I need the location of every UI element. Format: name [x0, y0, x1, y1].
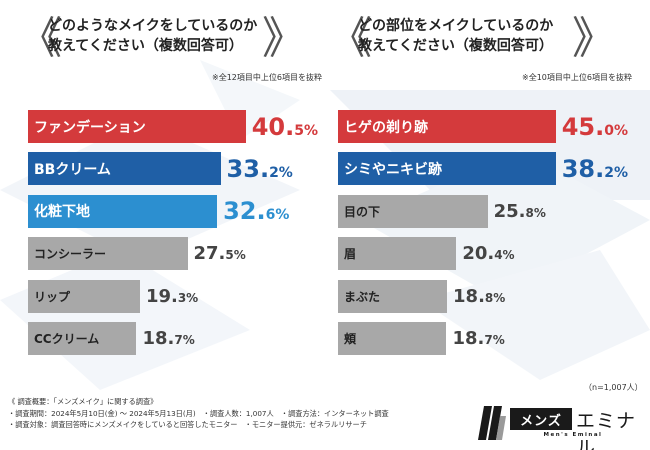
bar: コンシーラー	[28, 237, 188, 271]
bar-row: CCクリーム 18. 7%	[28, 321, 318, 355]
logo-subtitle: Men's Eminal	[543, 432, 603, 438]
bar: まぶた	[338, 279, 448, 313]
right-bracket-icon: 》	[262, 13, 306, 64]
bar-value-label: 32. 6%	[223, 197, 290, 226]
left-panel: 《 どのようなメイクをしているのか 教えてください（複数回答可） 》 ※全12項…	[18, 0, 322, 380]
survey-footer: 《 調査概要：「メンズメイク」に関する調査》 ・調査期間：2024年5月10日(…	[8, 396, 478, 431]
bar-row: 眉 20. 4%	[338, 237, 628, 271]
brand-logo: メンズ エミナル Men's Eminal	[472, 402, 642, 450]
right-bracket-icon: 》	[572, 13, 616, 64]
left-bracket-icon: 《	[328, 13, 372, 64]
footer-line: ・調査期間：2024年5月10日(金) ～ 2024年5月13日(月) ・調査人…	[8, 408, 389, 418]
bar-value-label: 33. 2%	[226, 154, 293, 183]
left-bracket-icon: 《	[18, 13, 62, 64]
bar-row: ヒゲの剃り跡 45. 0%	[338, 110, 628, 143]
note: ※全12項目中上位6項目を抜粋	[212, 73, 322, 82]
right-panel: 《 どの部位をメイクしているのか 教えてください（複数回答可） 》 ※全10項目…	[328, 0, 632, 380]
note: ※全10項目中上位6項目を抜粋	[522, 73, 632, 82]
bar-list: ファンデーション 40. 5% BBクリーム 33. 2% 化粧下地 32. 6% コンシーラー 2…	[28, 110, 318, 364]
logo-box-text: メンズ	[510, 408, 572, 430]
question-title: どのようなメイクをしているのか 教えてください（複数回答可）	[48, 18, 258, 54]
question-title: どの部位をメイクしているのか 教えてください（複数回答可）	[358, 18, 554, 54]
bar: ヒゲの剃り跡	[338, 110, 556, 143]
bar: 目の下	[338, 194, 488, 228]
bar: 化粧下地	[28, 194, 218, 228]
bar-row: コンシーラー 27. 5%	[28, 237, 318, 271]
bar-row: BBクリーム 33. 2%	[28, 152, 318, 186]
bar: BBクリーム	[28, 152, 221, 186]
bar-value-label: 18. 8%	[453, 285, 506, 307]
bar-value-label: 20. 4%	[462, 243, 515, 265]
bar: 眉	[338, 237, 457, 271]
bar-list: ヒゲの剃り跡 45. 0% シミやニキビ跡 38. 2% 目の下 25. 8% 眉 20. 4% まぶた…	[338, 110, 628, 364]
footer-line: ・調査対象：調査回答時にメンズメイクをしていると回答したモニター ・モニター提供…	[8, 420, 367, 429]
bar-row: リップ 19. 3%	[28, 279, 318, 313]
question-box: 《 どの部位をメイクしているのか 教えてください（複数回答可） 》	[328, 8, 616, 70]
logo-mark-icon	[478, 406, 506, 440]
bar-value-label: 40. 5%	[251, 112, 318, 141]
bar: シミやニキビ跡	[338, 152, 556, 186]
bar-value-label: 27. 5%	[193, 243, 246, 265]
bar-value-label: 19. 3%	[145, 285, 199, 307]
bar-row: 頬 18. 7%	[338, 321, 628, 355]
bar: ファンデーション	[28, 110, 246, 143]
bar-value-label: 18. 7%	[142, 327, 195, 349]
bar-row: ファンデーション 40. 5%	[28, 110, 318, 143]
logo-name: エミナル	[576, 410, 637, 450]
footer-line: 《 調査概要：「メンズメイク」に関する調査》	[8, 397, 158, 406]
question-box: 《 どのようなメイクをしているのか 教えてください（複数回答可） 》	[18, 8, 306, 70]
bar-value-label: 18. 7%	[452, 327, 505, 349]
bar-value-label: 38. 2%	[561, 154, 628, 183]
bar-row: 化粧下地 32. 6%	[28, 194, 318, 228]
bar: CCクリーム	[28, 321, 137, 355]
bar-value-label: 25. 8%	[493, 200, 546, 222]
sample-size: （n=1,007人）	[584, 383, 643, 392]
bar: リップ	[28, 279, 140, 313]
bar: 頬	[338, 321, 447, 355]
bar-value-label: 45. 0%	[561, 112, 628, 141]
bar-row: まぶた 18. 8%	[338, 279, 628, 313]
bar-row: 目の下 25. 8%	[338, 194, 628, 228]
bar-row: シミやニキビ跡 38. 2%	[338, 152, 628, 186]
